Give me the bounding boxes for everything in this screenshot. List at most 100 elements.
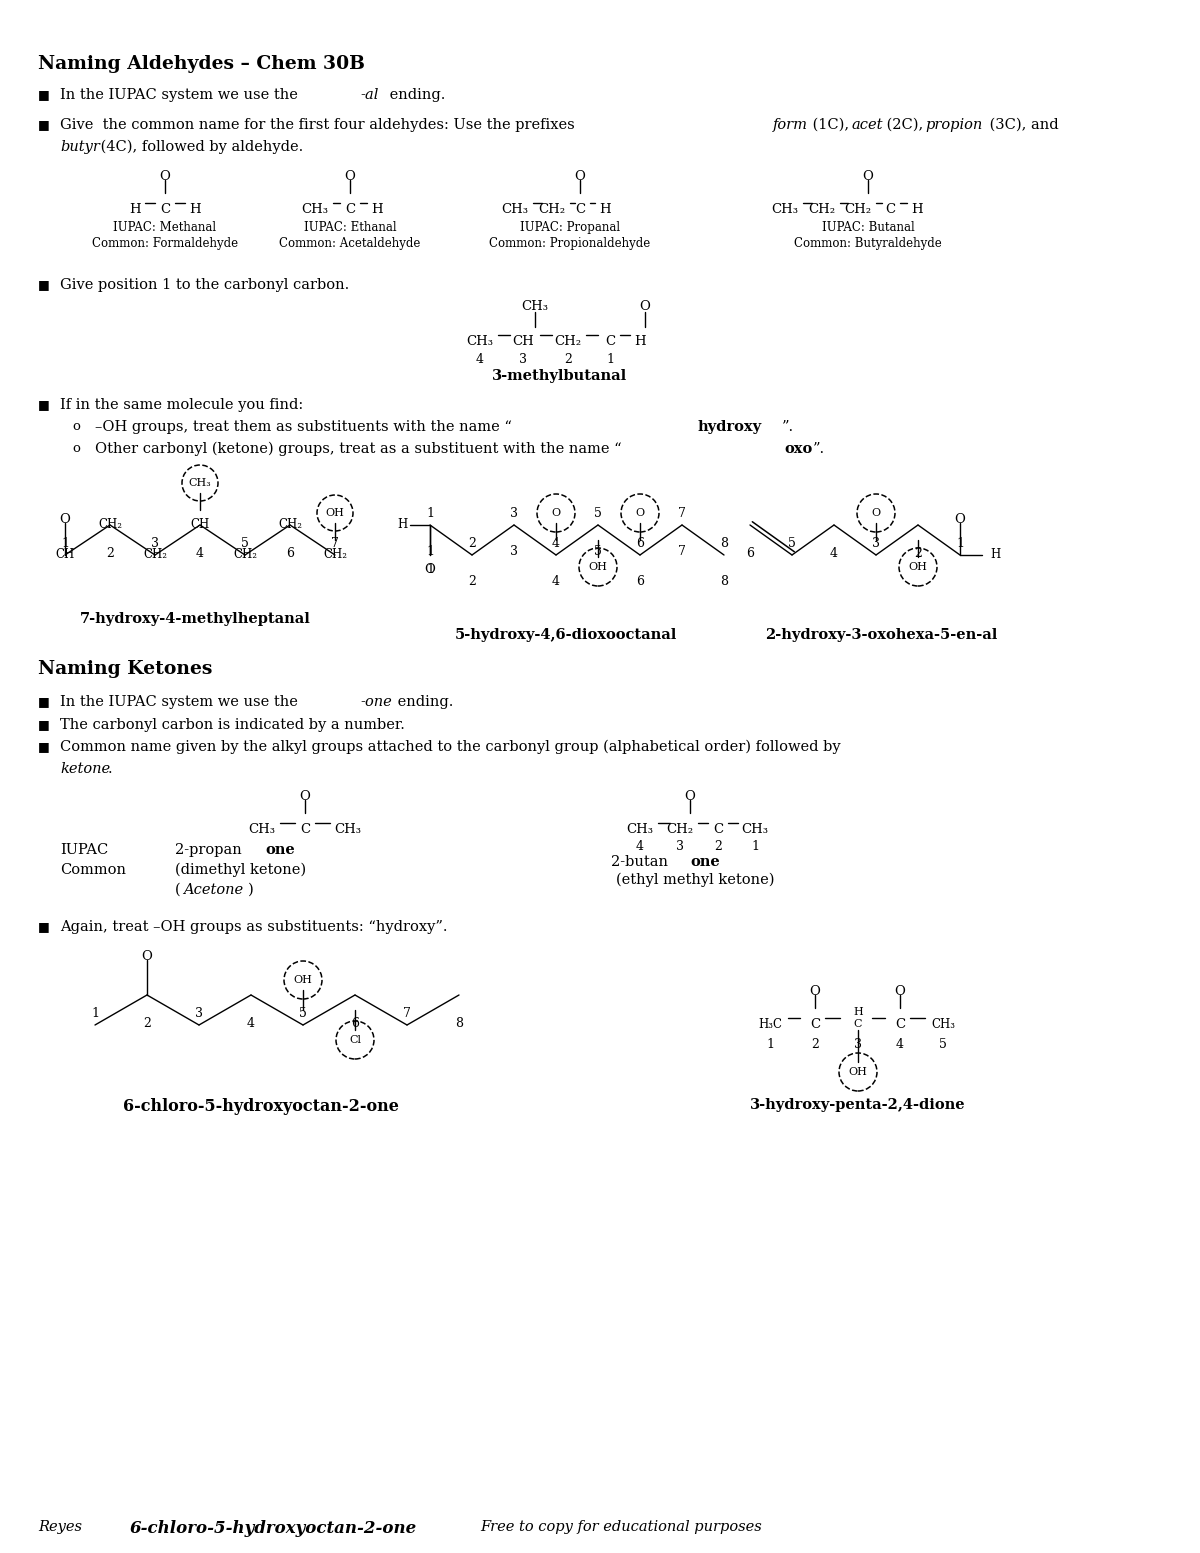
Text: ”.: ”. [782, 419, 794, 433]
Text: CH₃: CH₃ [335, 823, 361, 836]
Text: H: H [634, 335, 646, 348]
Text: Acetone: Acetone [182, 884, 244, 898]
Text: ■: ■ [38, 398, 49, 412]
Text: Naming Ketones: Naming Ketones [38, 660, 212, 679]
Text: 1: 1 [426, 506, 434, 520]
Text: 4: 4 [552, 537, 560, 550]
Text: CH₃: CH₃ [626, 823, 654, 836]
Text: OH: OH [908, 562, 928, 572]
Text: ending.: ending. [394, 696, 454, 710]
Text: CH₃: CH₃ [467, 335, 493, 348]
Text: 7: 7 [331, 537, 338, 550]
Text: 7-hydroxy-4-methylheptanal: 7-hydroxy-4-methylheptanal [79, 612, 311, 626]
Text: 3-methylbutanal: 3-methylbutanal [492, 370, 628, 384]
Text: Common: Butyraldehyde: Common: Butyraldehyde [794, 238, 942, 250]
Text: o: o [72, 419, 80, 433]
Text: CH: CH [191, 519, 210, 531]
Text: Free to copy for educational purposes: Free to copy for educational purposes [480, 1520, 762, 1534]
Text: 6: 6 [636, 575, 644, 589]
Text: H: H [599, 203, 611, 216]
Text: CH₃: CH₃ [772, 203, 798, 216]
Text: CH₃: CH₃ [301, 203, 329, 216]
Text: 2: 2 [106, 547, 114, 561]
Text: C: C [300, 823, 310, 836]
Text: ”.: ”. [814, 443, 826, 457]
Text: 6: 6 [746, 547, 754, 561]
Text: 4: 4 [552, 575, 560, 589]
Text: CH₃: CH₃ [742, 823, 768, 836]
Text: Naming Aldehydes – Chem 30B: Naming Aldehydes – Chem 30B [38, 54, 365, 73]
Text: propion: propion [925, 118, 983, 132]
Text: Cl: Cl [349, 1034, 361, 1045]
Text: IUPAC: Methanal: IUPAC: Methanal [114, 221, 216, 235]
Text: ■: ■ [38, 278, 49, 290]
Text: Give  the common name for the first four aldehydes: Use the prefixes: Give the common name for the first four … [60, 118, 580, 132]
Text: 2: 2 [564, 353, 572, 367]
Text: 3: 3 [854, 1037, 862, 1051]
Text: 5: 5 [788, 537, 796, 550]
Text: 1: 1 [766, 1037, 774, 1051]
Text: 4: 4 [896, 1037, 904, 1051]
Text: 6-chloro-5-hydroxyoctan-2-one: 6-chloro-5-hydroxyoctan-2-one [124, 1098, 398, 1115]
Text: (2C),: (2C), [882, 118, 928, 132]
Text: IUPAC: Ethanal: IUPAC: Ethanal [304, 221, 396, 235]
Text: 1: 1 [606, 353, 614, 367]
Text: 8: 8 [720, 575, 728, 589]
Text: oxo: oxo [784, 443, 812, 457]
Text: CH: CH [512, 335, 534, 348]
Text: acet: acet [851, 118, 882, 132]
Text: 7: 7 [403, 1006, 410, 1020]
Text: ketone: ketone [60, 763, 110, 776]
Text: 1: 1 [426, 564, 434, 576]
Text: CH₃: CH₃ [188, 478, 211, 488]
Text: 4: 4 [476, 353, 484, 367]
Text: 3-hydroxy-penta-2,4-dione: 3-hydroxy-penta-2,4-dione [750, 1098, 966, 1112]
Text: 5: 5 [594, 506, 602, 520]
Text: CH₃: CH₃ [248, 823, 276, 836]
Text: one: one [265, 843, 295, 857]
Text: 5-hydroxy-4,6-dioxooctanal: 5-hydroxy-4,6-dioxooctanal [455, 627, 677, 641]
Text: 3: 3 [872, 537, 880, 550]
Text: CH₂: CH₂ [323, 548, 347, 562]
Text: The carbonyl carbon is indicated by a number.: The carbonyl carbon is indicated by a nu… [60, 717, 404, 731]
Text: 2: 2 [811, 1037, 818, 1051]
Text: Common: Propionaldehyde: Common: Propionaldehyde [490, 238, 650, 250]
Text: O: O [575, 169, 586, 183]
Text: 7: 7 [678, 506, 686, 520]
Text: (1C),: (1C), [808, 118, 853, 132]
Text: C: C [344, 203, 355, 216]
Text: IUPAC: Butanal: IUPAC: Butanal [822, 221, 914, 235]
Text: ■: ■ [38, 89, 49, 101]
Text: (: ( [175, 884, 181, 898]
Text: CH₂: CH₂ [278, 519, 302, 531]
Text: H₃C: H₃C [758, 1019, 782, 1031]
Text: 4: 4 [247, 1017, 256, 1030]
Text: ■: ■ [38, 696, 49, 708]
Text: 6: 6 [636, 537, 644, 550]
Text: CH₃: CH₃ [502, 203, 528, 216]
Text: 1: 1 [61, 537, 70, 550]
Text: H: H [190, 203, 200, 216]
Text: C: C [605, 335, 616, 348]
Text: butyr: butyr [60, 140, 100, 154]
Text: o: o [72, 443, 80, 455]
Text: OH: OH [588, 562, 607, 572]
Text: O: O [60, 512, 71, 526]
Text: O: O [636, 508, 644, 519]
Text: 5: 5 [299, 1006, 307, 1020]
Text: In the IUPAC system we use the: In the IUPAC system we use the [60, 696, 302, 710]
Text: In the IUPAC system we use the: In the IUPAC system we use the [60, 89, 302, 102]
Text: 6: 6 [352, 1017, 359, 1030]
Text: 2-butan: 2-butan [612, 856, 668, 870]
Text: 6: 6 [286, 547, 294, 561]
Text: C: C [575, 203, 586, 216]
Text: 6-chloro-5-hydroxyoctan-2-one: 6-chloro-5-hydroxyoctan-2-one [130, 1520, 418, 1537]
Text: CH₂: CH₂ [845, 203, 871, 216]
Text: 5: 5 [940, 1037, 947, 1051]
Text: form: form [773, 118, 808, 132]
Text: hydroxy: hydroxy [698, 419, 762, 433]
Text: IUPAC: Propanal: IUPAC: Propanal [520, 221, 620, 235]
Text: one: one [690, 856, 720, 870]
Text: Give position 1 to the carbonyl carbon.: Give position 1 to the carbonyl carbon. [60, 278, 349, 292]
Text: Common: Formaldehyde: Common: Formaldehyde [92, 238, 238, 250]
